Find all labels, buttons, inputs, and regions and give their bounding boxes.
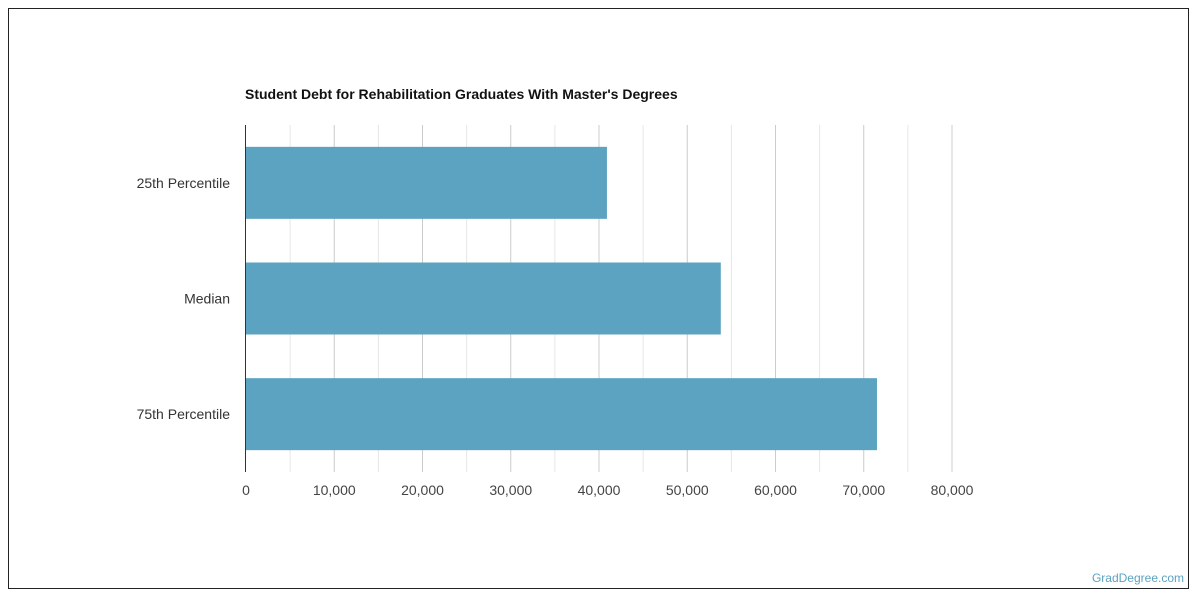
x-tick-label: 10,000 xyxy=(313,482,356,498)
x-tick-label: 40,000 xyxy=(578,482,621,498)
bar xyxy=(246,146,607,219)
x-tick-label: 30,000 xyxy=(489,482,532,498)
bar xyxy=(246,378,877,451)
x-tick-label: 20,000 xyxy=(401,482,444,498)
y-category-label: Median xyxy=(184,291,230,307)
x-tick-label: 60,000 xyxy=(754,482,797,498)
chart-frame xyxy=(8,8,1189,589)
watermark-link[interactable]: GradDegree.com xyxy=(1091,571,1184,585)
chart-title: Student Debt for Rehabilitation Graduate… xyxy=(245,86,678,102)
x-tick-label: 80,000 xyxy=(931,482,974,498)
x-tick-label: 0 xyxy=(242,482,250,498)
y-category-label: 75th Percentile xyxy=(137,406,231,422)
y-category-label: 25th Percentile xyxy=(137,175,231,191)
bar xyxy=(246,262,721,335)
x-tick-label: 70,000 xyxy=(842,482,885,498)
x-tick-label: 50,000 xyxy=(666,482,709,498)
